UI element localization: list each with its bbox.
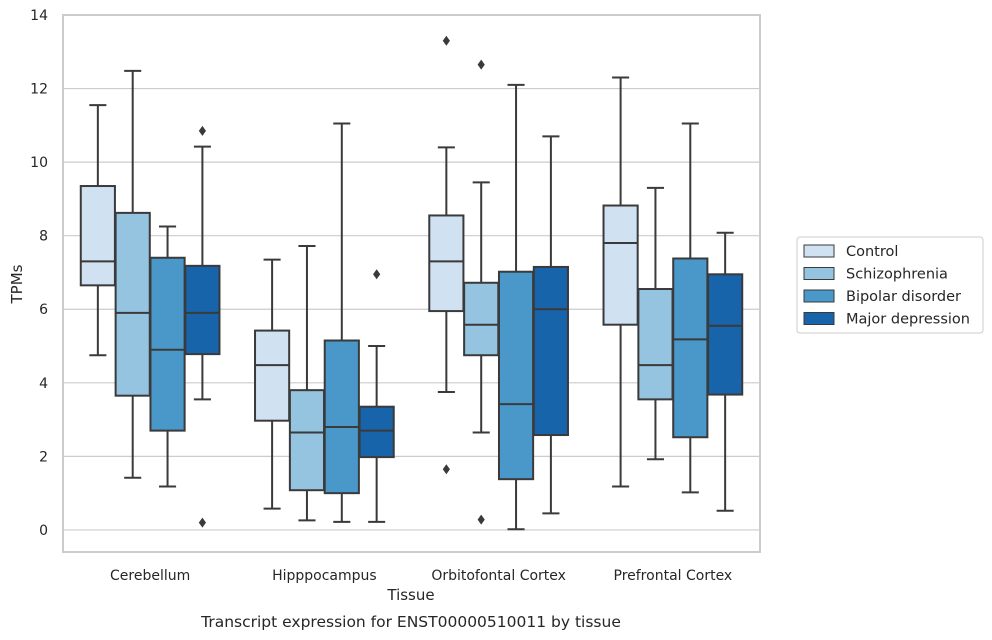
legend-label: Bipolar disorder (846, 289, 961, 305)
y-axis-label: TPMs (8, 264, 26, 304)
boxplot-marks (79, 35, 744, 531)
box-3-0 (602, 76, 639, 488)
box-3-1 (637, 186, 674, 461)
box-iqr (149, 256, 186, 432)
y-tick-label: 0 (39, 523, 48, 539)
box-0-0 (79, 104, 116, 357)
outlier-point (373, 269, 381, 280)
box-2-2 (497, 83, 535, 531)
outlier-point (477, 514, 485, 525)
y-tick-label: 2 (39, 449, 48, 465)
box-iqr (79, 185, 116, 287)
box-iqr (114, 211, 151, 397)
chart-caption: Transcript expression for ENST0000051001… (200, 613, 621, 631)
legend-swatch (803, 312, 835, 325)
legend-label: Schizophrenia (846, 267, 948, 283)
box-iqr (497, 270, 535, 481)
box-2-1 (463, 59, 500, 525)
box-iqr (637, 288, 674, 401)
box-iqr (707, 273, 744, 396)
box-iqr (288, 389, 326, 492)
box-1-3 (358, 269, 395, 523)
legend-label: Control (846, 244, 898, 260)
x-tick-label: Prefrontal Cortex (614, 568, 733, 584)
legend-swatch (803, 244, 835, 258)
outlier-point (477, 59, 485, 70)
box-0-1 (114, 69, 151, 479)
box-iqr (428, 214, 465, 313)
box-iqr (532, 265, 569, 437)
box-2-0 (428, 35, 465, 475)
box-iqr (184, 264, 221, 356)
plot-frame (62, 14, 761, 553)
outlier-point (198, 517, 206, 528)
box-1-1 (288, 244, 326, 522)
y-tick-label: 4 (39, 376, 48, 392)
box-iqr (323, 339, 360, 495)
x-tick-label: Cerebellum (110, 568, 190, 584)
box-0-2 (149, 225, 186, 488)
box-3-3 (707, 231, 744, 512)
y-tick-labels: 0 2 4 6 8 10 12 14 (30, 8, 48, 539)
legend-label: Major depression (846, 312, 970, 328)
y-tick-label: 6 (39, 302, 48, 318)
legend-swatch (803, 289, 835, 303)
box-3-2 (672, 122, 709, 494)
outlier-point (442, 464, 450, 475)
x-tick-label: Hipppocampus (272, 568, 377, 584)
box-2-3 (532, 135, 569, 515)
box-iqr (463, 281, 500, 357)
x-tick-labels: Cerebellum Hipppocampus Orbitofontal Corte… (110, 568, 732, 584)
box-iqr (672, 257, 709, 439)
y-tick-label: 12 (30, 82, 48, 98)
box-0-3 (184, 125, 221, 528)
outlier-point (198, 125, 206, 136)
legend-frame (796, 236, 984, 334)
y-tick-label: 14 (30, 8, 48, 24)
x-axis-label: Tissue (386, 586, 434, 604)
box-iqr (254, 329, 291, 422)
legend-swatch (803, 267, 835, 280)
x-tick-label: Orbitofontal Cortex (431, 568, 566, 584)
y-tick-label: 8 (39, 229, 48, 245)
legend: Control Schizophrenia Bipolar disorder Majo… (796, 236, 984, 334)
box-1-2 (323, 122, 360, 523)
box-1-0 (254, 258, 291, 510)
box-iqr (358, 405, 395, 459)
y-tick-label: 10 (30, 155, 48, 171)
box-iqr (602, 204, 639, 326)
outlier-point (442, 35, 450, 46)
